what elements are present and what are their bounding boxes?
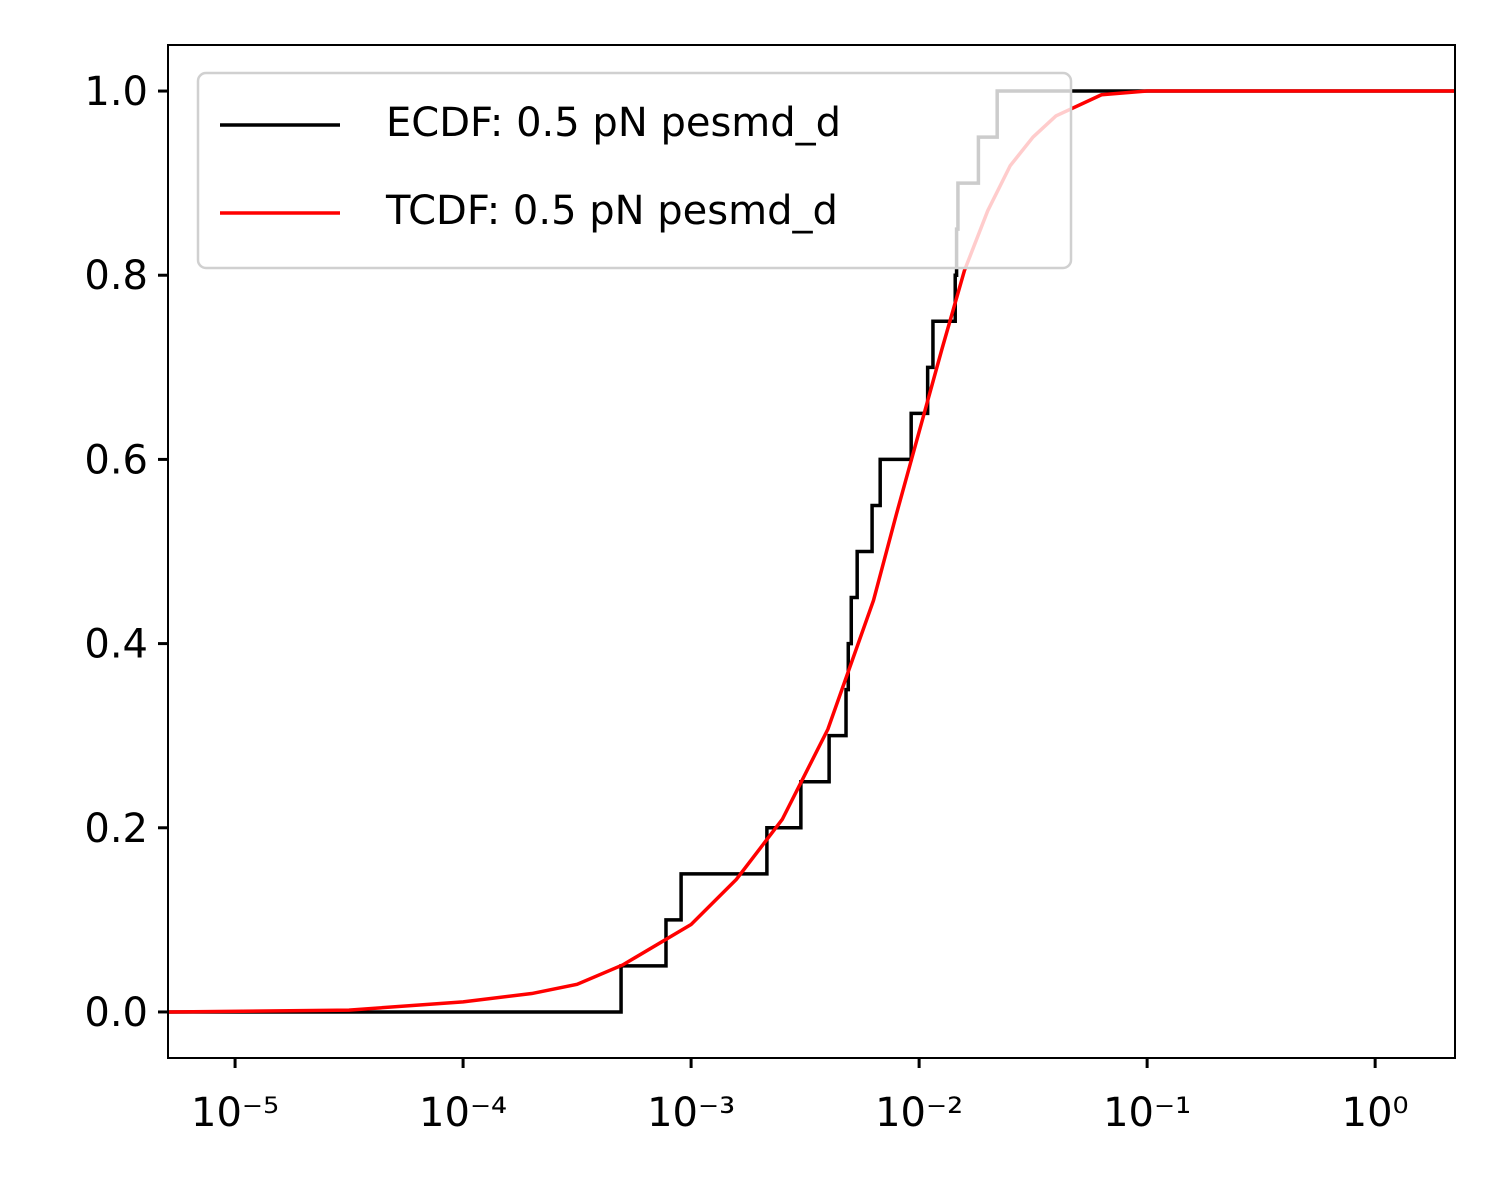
y-tick-label: 0.2 xyxy=(84,806,148,852)
legend-box xyxy=(196,71,1073,270)
legend-label: TCDF: 0.5 pN pesmd_d xyxy=(385,188,838,234)
y-tick-label: 1.0 xyxy=(84,69,148,115)
plot-frame xyxy=(167,44,1456,1059)
legend: ECDF: 0.5 pN pesmd_d TCDF: 0.5 pN pesmd_d xyxy=(196,71,1073,270)
y-tick-label: 0.4 xyxy=(84,622,148,668)
x-tick-label: 10⁻¹ xyxy=(1103,1090,1191,1136)
x-tick-label: 10⁻³ xyxy=(647,1090,735,1136)
y-tick-label: 0.8 xyxy=(84,253,148,299)
y-tick-label: 0.6 xyxy=(84,437,148,483)
x-tick-label: 10⁻⁴ xyxy=(419,1090,507,1136)
y-tick-label: 0.0 xyxy=(84,990,148,1036)
legend-label: ECDF: 0.5 pN pesmd_d xyxy=(386,100,841,146)
x-tick-label: 10⁻² xyxy=(875,1090,963,1136)
x-tick-label: 10⁰ xyxy=(1342,1090,1409,1136)
x-tick-label: 10⁻⁵ xyxy=(191,1090,279,1136)
